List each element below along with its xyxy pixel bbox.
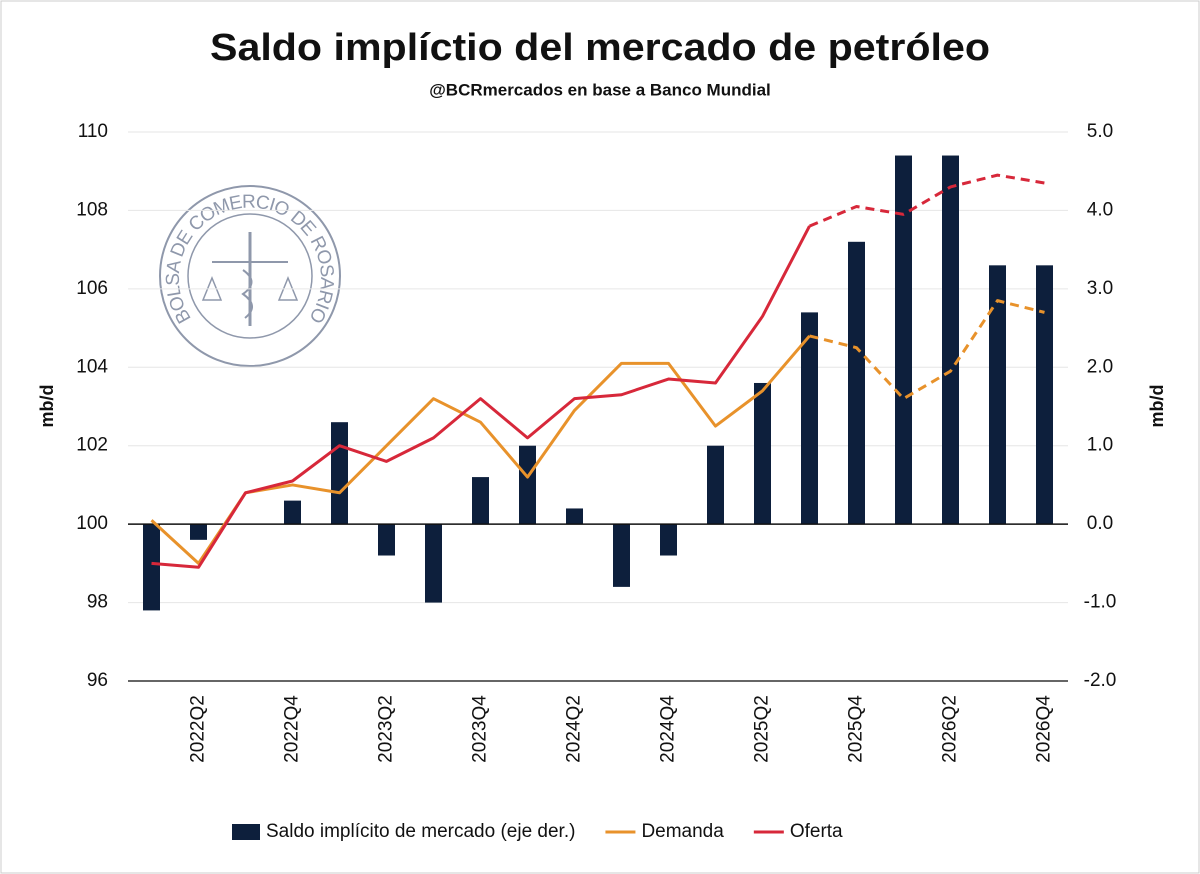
y2-axis-label: mb/d	[1147, 385, 1167, 428]
line	[151, 225, 811, 569]
line-projection	[808, 173, 1045, 228]
y2-tick-label: 1.0	[1087, 435, 1113, 456]
y-tick-label: 102	[76, 435, 108, 456]
y-tick-label: 108	[76, 199, 108, 220]
bar	[801, 312, 818, 525]
x-tick-label: 2025Q4	[846, 695, 867, 763]
legend-label: Demanda	[641, 821, 724, 842]
bar	[754, 382, 771, 525]
x-tick-label: 2024Q2	[564, 695, 585, 763]
y-tick-label: 96	[87, 670, 108, 691]
y2-tick-label: 4.0	[1087, 199, 1113, 220]
bar	[472, 477, 489, 525]
x-tick-label: 2023Q4	[470, 695, 491, 763]
chart-subtitle: @BCRmercados en base a Banco Mundial	[429, 80, 771, 99]
chart-title: Saldo implíctio del mercado de petróleo	[210, 27, 990, 69]
x-tick-label: 2025Q2	[752, 695, 773, 763]
x-tick-label: 2022Q2	[188, 695, 209, 763]
bar	[895, 155, 912, 525]
bar	[566, 508, 583, 525]
x-tick-label: 2026Q2	[940, 695, 961, 763]
bar	[848, 241, 865, 525]
bar	[989, 265, 1006, 525]
bar	[707, 445, 724, 525]
bar	[425, 524, 442, 603]
y-tick-label: 106	[76, 278, 108, 299]
legend-swatch	[232, 824, 260, 840]
bar	[942, 155, 959, 525]
bar	[331, 422, 348, 525]
legend-label: Saldo implícito de mercado (eje der.)	[266, 821, 575, 842]
bar	[190, 524, 207, 540]
y-tick-label: 110	[78, 121, 108, 142]
x-tick-label: 2026Q4	[1034, 695, 1055, 763]
y2-tick-label: 2.0	[1087, 356, 1113, 377]
x-tick-label: 2022Q4	[282, 695, 303, 763]
bar	[660, 524, 677, 556]
bar	[1036, 265, 1053, 525]
y-axis-label: mb/d	[37, 385, 57, 428]
y2-tick-label: 3.0	[1087, 278, 1113, 299]
y-tick-label: 98	[87, 592, 108, 613]
y-tick-label: 104	[76, 356, 108, 377]
y2-tick-label: 5.0	[1087, 121, 1113, 142]
bar	[378, 524, 395, 556]
bar	[519, 445, 536, 525]
y2-tick-label: -2.0	[1084, 670, 1117, 691]
bar	[284, 500, 301, 525]
y2-tick-label: -1.0	[1084, 592, 1117, 613]
bar	[143, 524, 160, 611]
y2-tick-label: 0.0	[1087, 513, 1113, 534]
legend-label: Oferta	[790, 821, 843, 842]
y-tick-label: 100	[76, 513, 108, 534]
x-tick-label: 2024Q4	[658, 695, 679, 763]
x-tick-label: 2023Q2	[376, 695, 397, 763]
bar	[613, 524, 630, 587]
